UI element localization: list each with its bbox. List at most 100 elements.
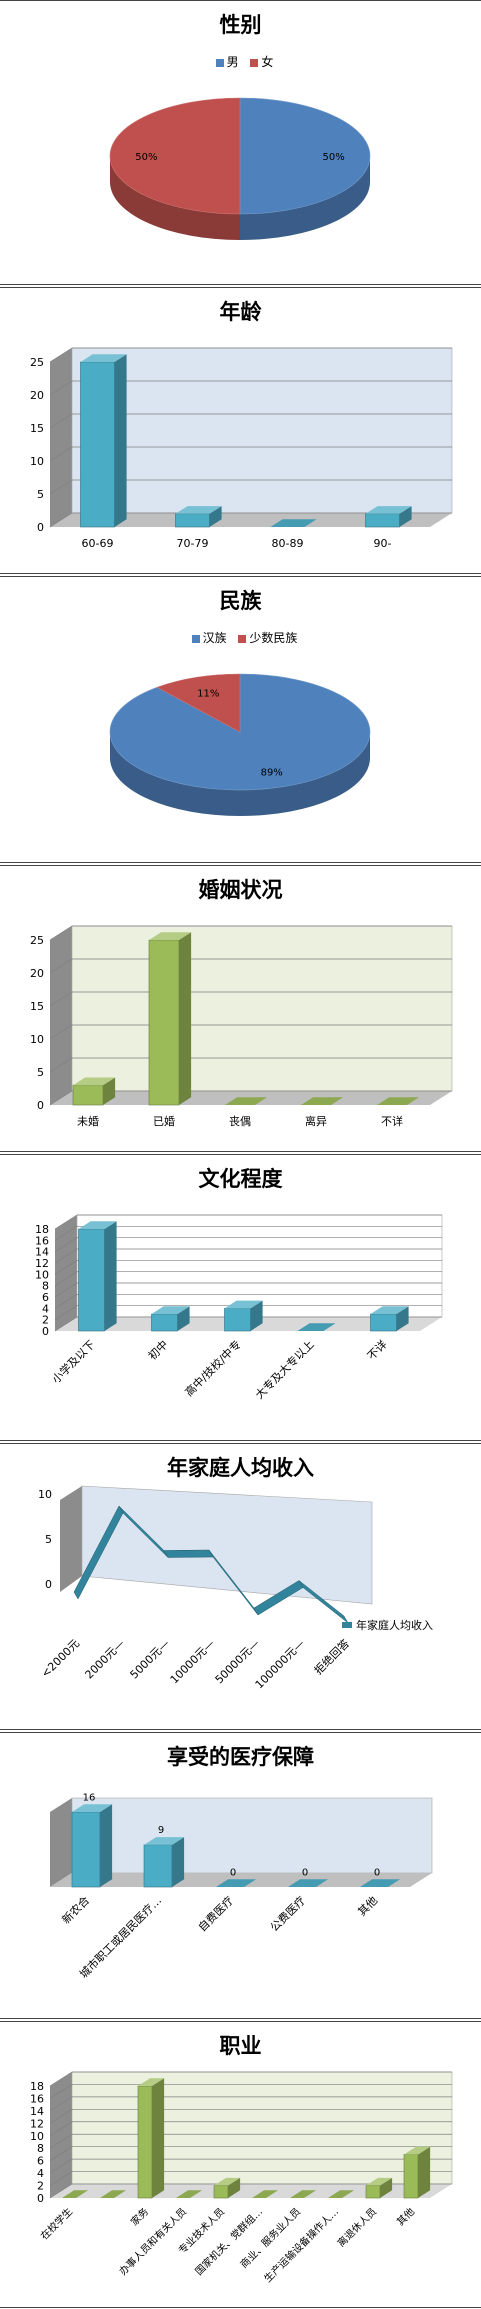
gridline xyxy=(54,1226,78,1241)
gridline xyxy=(49,446,73,462)
bar xyxy=(62,2190,89,2198)
x-tick-label: 大专及大专以上 xyxy=(252,1337,316,1401)
chart-legend: 男 女 xyxy=(0,53,481,70)
x-tick-label: 拒绝回答 xyxy=(311,1636,352,1677)
legend-swatch xyxy=(191,634,200,643)
x-tick-label: 不详 xyxy=(364,1337,389,1362)
x-tick-label: 生产运输设备操作人… xyxy=(261,2205,341,2285)
legend-label: 汉族 xyxy=(202,631,227,645)
chart-back-wall xyxy=(81,1485,373,1605)
bar xyxy=(365,513,400,528)
bar-side xyxy=(172,1837,185,1887)
chart-title: 性别 xyxy=(219,13,262,37)
bar xyxy=(290,2190,317,2198)
legend-swatch xyxy=(238,634,247,643)
x-tick-label: 城市职工或居民医疗… xyxy=(76,1893,164,1981)
bar xyxy=(252,2190,279,2198)
x-tick-label: 小学及以下 xyxy=(49,1337,98,1386)
y-tick-label: 0 xyxy=(37,521,44,534)
x-tick-label: 公费医疗 xyxy=(267,1893,308,1934)
x-tick-label: 其他 xyxy=(355,1894,380,1919)
gridline xyxy=(49,2133,73,2149)
y-tick-label: 20 xyxy=(30,967,44,980)
gridline xyxy=(54,1271,78,1286)
bar xyxy=(143,1844,173,1888)
pie-slice-side xyxy=(110,156,240,240)
gridline xyxy=(49,1024,73,1040)
gridline xyxy=(49,1057,73,1073)
pie-data-label: 89% xyxy=(261,767,283,778)
bar xyxy=(175,513,210,528)
chart-side-wall xyxy=(50,348,72,527)
bar xyxy=(151,1313,178,1332)
gridline xyxy=(49,2096,73,2112)
pie-slice-side xyxy=(240,156,370,240)
chart-legend: 汉族 少数民族 xyxy=(0,629,481,646)
bar xyxy=(288,1879,329,1887)
chart-svg: 50% 50% xyxy=(109,97,371,240)
y-tick-label: 0 xyxy=(45,1578,52,1591)
pie-slice-side xyxy=(110,732,370,816)
y-tick-label: 15 xyxy=(30,422,44,435)
y-tick-label: 10 xyxy=(30,2130,44,2143)
x-tick-label: 办事人员和有关人员 xyxy=(116,2205,189,2278)
chart-side-wall xyxy=(55,1215,77,1331)
legend-label: 少数民族 xyxy=(249,631,298,645)
y-tick-label: 2 xyxy=(42,1314,49,1327)
x-tick-label: 其他 xyxy=(394,2205,417,2228)
x-tick-label: 5000元— xyxy=(128,1637,173,1682)
bar xyxy=(72,1084,104,1106)
y-tick-label: 4 xyxy=(42,1302,49,1315)
pie-data-label: 50% xyxy=(135,152,157,163)
y-tick-label: 6 xyxy=(37,2155,44,2168)
legend-label: 男 xyxy=(226,55,239,69)
bar xyxy=(301,1097,344,1105)
x-tick-label: 60-69 xyxy=(82,537,114,550)
legend-swatch xyxy=(215,58,224,67)
gridline xyxy=(54,1316,78,1332)
x-tick-label: 未婚 xyxy=(77,1114,99,1128)
bar xyxy=(270,519,317,527)
legend-label: 女 xyxy=(261,55,274,69)
y-tick-label: 12 xyxy=(30,2117,44,2130)
bar xyxy=(224,1308,251,1332)
bar xyxy=(71,1811,101,1888)
y-tick-label: 18 xyxy=(30,2080,44,2093)
gridline xyxy=(54,1260,78,1275)
bar-data-label: 0 xyxy=(230,1867,236,1878)
gridline xyxy=(49,958,73,974)
bar xyxy=(148,939,180,1106)
bar xyxy=(365,2185,381,2199)
chart-svg: 16 新农合 9 城市职工或居民医疗… 0 自费医疗 0 公费医疗 0 其他 xyxy=(50,1792,433,1981)
gridline xyxy=(54,1214,78,1230)
bar-top xyxy=(138,2078,165,2086)
chart-panel-insurance: 享受的医疗保障 16 新农合 9 城市职工或居民医疗… 0 自费医疗 0 公费医疗 0 其他 xyxy=(0,1732,481,2019)
bar xyxy=(78,1228,105,1332)
y-tick-label: 5 xyxy=(37,488,44,501)
bar-top xyxy=(151,1306,190,1314)
gridline xyxy=(49,2084,73,2099)
gridline xyxy=(49,380,73,396)
bar-data-label: 16 xyxy=(83,1792,96,1803)
bar-top xyxy=(149,932,192,940)
bar xyxy=(216,1879,257,1887)
bar xyxy=(360,1879,401,1887)
chart-back-wall xyxy=(71,925,453,1092)
chart-svg: 0 5 10 15 20 25 未婚 已婚 丧偶 离异 不详 xyxy=(30,925,453,1128)
bar-side xyxy=(114,354,127,527)
chart-side-wall xyxy=(50,926,72,1105)
chart-panel-marital: 婚姻状况 0 5 10 15 20 25 未婚 已婚 丧偶 离异 不详 xyxy=(0,865,481,1152)
y-tick-label: 15 xyxy=(30,1000,44,1013)
x-tick-label: 10000元— xyxy=(168,1637,217,1686)
bar-side xyxy=(250,1300,263,1331)
bar-top xyxy=(366,2177,393,2186)
x-tick-label: 初中 xyxy=(145,1337,170,1362)
chart-title: 年家庭人均收入 xyxy=(167,1456,314,1480)
gridline xyxy=(49,479,73,495)
x-tick-label: 70-79 xyxy=(177,537,209,550)
x-tick-label: 丧偶 xyxy=(229,1115,251,1128)
y-tick-label: 10 xyxy=(35,1268,49,1281)
chart-panel-education: 文化程度 0 2 4 6 8 10 12 14 16 18 小学及以下 初中 高中/技校/中专 大专及大专… xyxy=(0,1154,481,1441)
y-tick-label: 14 xyxy=(35,1246,49,1259)
